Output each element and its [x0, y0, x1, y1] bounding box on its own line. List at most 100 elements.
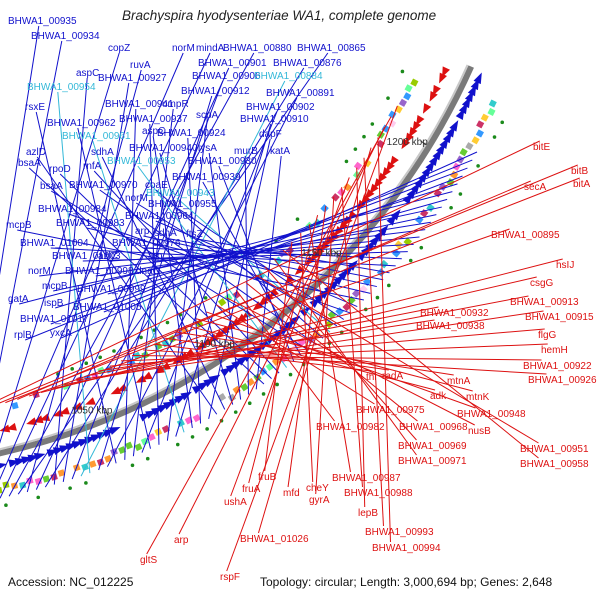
forward-gene-label: ruvA: [130, 60, 151, 71]
category-block: [118, 446, 126, 455]
reverse-gene-label: mtnA: [447, 376, 471, 387]
reverse-gene-label: radA: [382, 371, 403, 382]
forward-gene-label: BHWA1_00955: [148, 199, 217, 210]
rna-feature-dot: [492, 135, 497, 139]
forward-gene-label: gatA: [8, 294, 29, 305]
forward-gene-leader: [202, 181, 302, 357]
forward-gene-label: rplB: [14, 330, 32, 341]
forward-gene-label: ftsZ: [186, 229, 203, 240]
forward-gene-label: norM: [125, 193, 148, 204]
forward-gene-label: dnaG: [136, 266, 161, 277]
reverse-gene-leader: [109, 328, 545, 367]
reverse-gene-label: nusB: [468, 426, 491, 437]
forward-gene-label: bsaA: [40, 181, 63, 192]
reverse-gene-arrow: [333, 225, 344, 237]
forward-gene-arrow: [406, 187, 417, 200]
forward-gene-label: BHWA1_00884: [254, 71, 323, 82]
ruler-tick-label: 1100 kbp: [195, 339, 236, 350]
forward-gene-arrow: [378, 224, 389, 236]
forward-gene-label: mcpB: [6, 220, 32, 231]
category-block: [217, 298, 227, 307]
rna-feature-dot: [233, 410, 238, 414]
reverse-gene-arrow: [236, 313, 247, 323]
reverse-gene-leader: [28, 228, 510, 397]
category-block: [335, 307, 344, 316]
category-block: [42, 475, 50, 483]
category-block: [57, 469, 66, 477]
rna-feature-dot: [344, 159, 349, 164]
rna-feature-dot: [295, 217, 300, 221]
category-block: [450, 170, 459, 180]
reverse-gene-label: BHWA1_00994: [372, 543, 441, 554]
rna-feature-dot: [408, 258, 413, 263]
forward-gene-label: BHWA1_00901: [198, 58, 267, 69]
category-block: [134, 443, 143, 452]
reverse-gene-arrow: [72, 402, 83, 410]
reverse-gene-leader: [235, 289, 335, 422]
category-block: [331, 193, 340, 202]
reverse-gene-leader: [87, 306, 439, 377]
reverse-gene-label: mfd: [283, 488, 300, 499]
forward-gene-label: BHWA1_01005: [73, 302, 142, 313]
category-block: [415, 215, 424, 225]
reverse-gene-leader: [153, 343, 372, 372]
forward-gene-arrow: [418, 171, 428, 183]
forward-gene-label: BHWA1_00953: [107, 156, 176, 167]
category-block: [351, 289, 361, 298]
forward-gene-label: arp: [148, 251, 163, 262]
reverse-gene-label: BHWA1_00968: [399, 422, 468, 433]
reverse-gene-label: BHWA1_00932: [420, 308, 489, 319]
forward-gene-label: BHWA1_00964: [125, 211, 194, 222]
reverse-gene-label: arp: [174, 535, 189, 546]
category-block: [459, 148, 468, 157]
reverse-gene-arrow: [365, 189, 375, 200]
reverse-gene-label: gltS: [140, 555, 158, 566]
reverse-gene-leader: [377, 137, 391, 543]
reverse-gene-leader: [146, 116, 392, 555]
reverse-gene-label: lepB: [358, 508, 378, 519]
reverse-gene-label: BHWA1_00993: [365, 527, 434, 538]
reverse-gene-arrow: [135, 374, 147, 383]
forward-gene-arrow: [174, 394, 187, 404]
forward-gene-leader: [107, 198, 448, 295]
reverse-gene-leader: [264, 241, 293, 472]
category-block: [34, 477, 43, 485]
forward-gene-leader: [0, 25, 40, 276]
reverse-gene-leader: [356, 167, 366, 508]
reverse-gene-leader: [315, 196, 335, 495]
category-block: [161, 425, 170, 434]
rna-feature-dot: [458, 192, 463, 196]
rna-feature-dot: [36, 495, 41, 500]
forward-gene-label: BHWA1_00924: [157, 128, 226, 139]
category-block: [0, 486, 3, 495]
forward-gene-leader: [25, 159, 473, 341]
rna-feature-dot: [387, 283, 391, 288]
forward-gene-arrow: [90, 434, 103, 443]
forward-gene-arrow: [421, 165, 432, 178]
reverse-gene-label: BHWA1_00913: [510, 297, 579, 308]
forward-gene-label: BHWA1_00983: [56, 218, 125, 229]
forward-gene-arrow: [52, 447, 65, 456]
reverse-gene-arrow: [408, 126, 418, 138]
forward-gene-arrow: [0, 463, 7, 469]
rna-feature-dot: [203, 296, 208, 300]
reverse-gene-label: BHWA1_00958: [520, 459, 589, 470]
reverse-gene-label: BHWA1_00988: [344, 488, 413, 499]
reverse-gene-label: fruA: [242, 484, 261, 495]
forward-gene-label: BHWA1_00954: [27, 82, 96, 93]
forward-gene-label: BHWA1_01004: [20, 238, 89, 249]
reverse-gene-label: mtnK: [466, 392, 490, 403]
forward-gene-arrow: [455, 108, 465, 120]
forward-gene-label: ompR: [162, 99, 189, 110]
forward-gene-label: rsxE: [25, 102, 45, 113]
forward-gene-label: BHWA1_00939: [172, 172, 241, 183]
forward-gene-leader: [50, 190, 309, 351]
category-block: [403, 92, 412, 101]
category-block: [81, 463, 89, 471]
forward-gene-leader: [103, 175, 463, 313]
rna-feature-dot: [419, 245, 424, 250]
reverse-gene-leader: [287, 205, 327, 488]
reverse-gene-arrow: [0, 424, 11, 433]
category-block: [398, 98, 408, 107]
forward-gene-leader: [62, 82, 130, 482]
